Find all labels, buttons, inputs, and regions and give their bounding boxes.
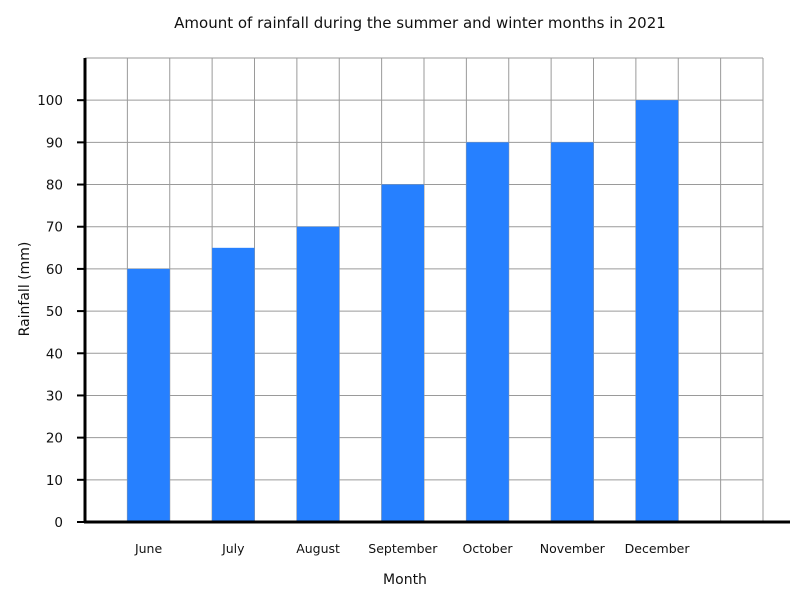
y-tick-label: 80 (46, 178, 63, 194)
bar-september (381, 184, 424, 522)
x-tick-label-december: December (625, 541, 691, 556)
x-tick-label-august: August (296, 541, 340, 556)
x-tick-label-november: November (540, 541, 606, 556)
y-tick-label: 60 (46, 262, 63, 278)
y-tick-labels: 0 10 20 30 40 50 60 70 80 90 100 (37, 93, 63, 531)
y-tick-label: 40 (46, 346, 63, 362)
bar-june (127, 268, 170, 522)
y-tick-label: 100 (37, 93, 63, 109)
x-tick-label-september: September (368, 541, 438, 556)
x-axis-title: Month (383, 572, 427, 588)
bar-august (296, 226, 340, 522)
y-tick-label: 50 (46, 304, 63, 320)
bar-november (551, 142, 594, 522)
bars (127, 100, 679, 522)
y-tick-label: 20 (46, 431, 63, 447)
x-tick-label-june: June (134, 541, 163, 556)
chart-title: Amount of rainfall during the summer and… (174, 14, 666, 32)
y-tick-label: 70 (46, 220, 63, 236)
x-category-labels: June July August September October November De… (134, 541, 690, 556)
y-tick-label: 30 (46, 388, 63, 404)
y-tick-label: 10 (46, 473, 63, 489)
axes (77, 58, 790, 524)
y-tick-label: 90 (46, 135, 63, 151)
bar-october (466, 142, 509, 522)
x-tick-label-october: October (463, 541, 514, 556)
y-tick-label: 0 (54, 515, 63, 531)
y-axis-title: Rainfall (mm) (17, 242, 33, 337)
bar-december (635, 100, 679, 522)
x-tick-label-july: July (221, 541, 245, 556)
bar-july (212, 247, 255, 522)
